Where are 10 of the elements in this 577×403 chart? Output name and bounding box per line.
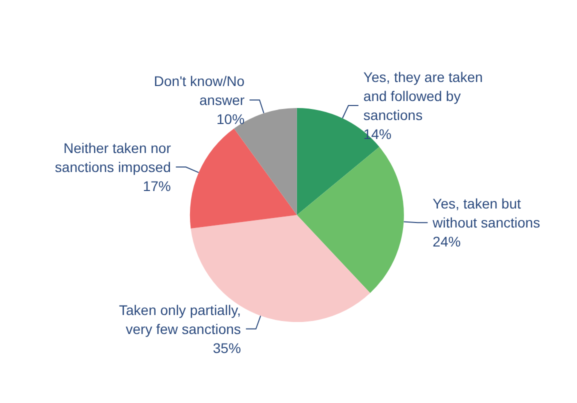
slice-label: Neither taken nor sanctions imposed	[54, 140, 172, 175]
slice-label: Don't know/No answer	[154, 72, 245, 108]
slice-label: Yes, taken but without sanctions	[432, 196, 540, 231]
data-label: 14%	[363, 126, 392, 142]
slice-label: Yes, they are taken and followed by sanctions	[363, 69, 483, 124]
data-label: 24%	[432, 234, 461, 250]
data-label: 35%	[212, 340, 241, 356]
data-label: 10%	[216, 110, 245, 127]
slice-label: Taken only partially, very few sanctions	[119, 302, 241, 337]
data-label: 17%	[142, 178, 171, 194]
